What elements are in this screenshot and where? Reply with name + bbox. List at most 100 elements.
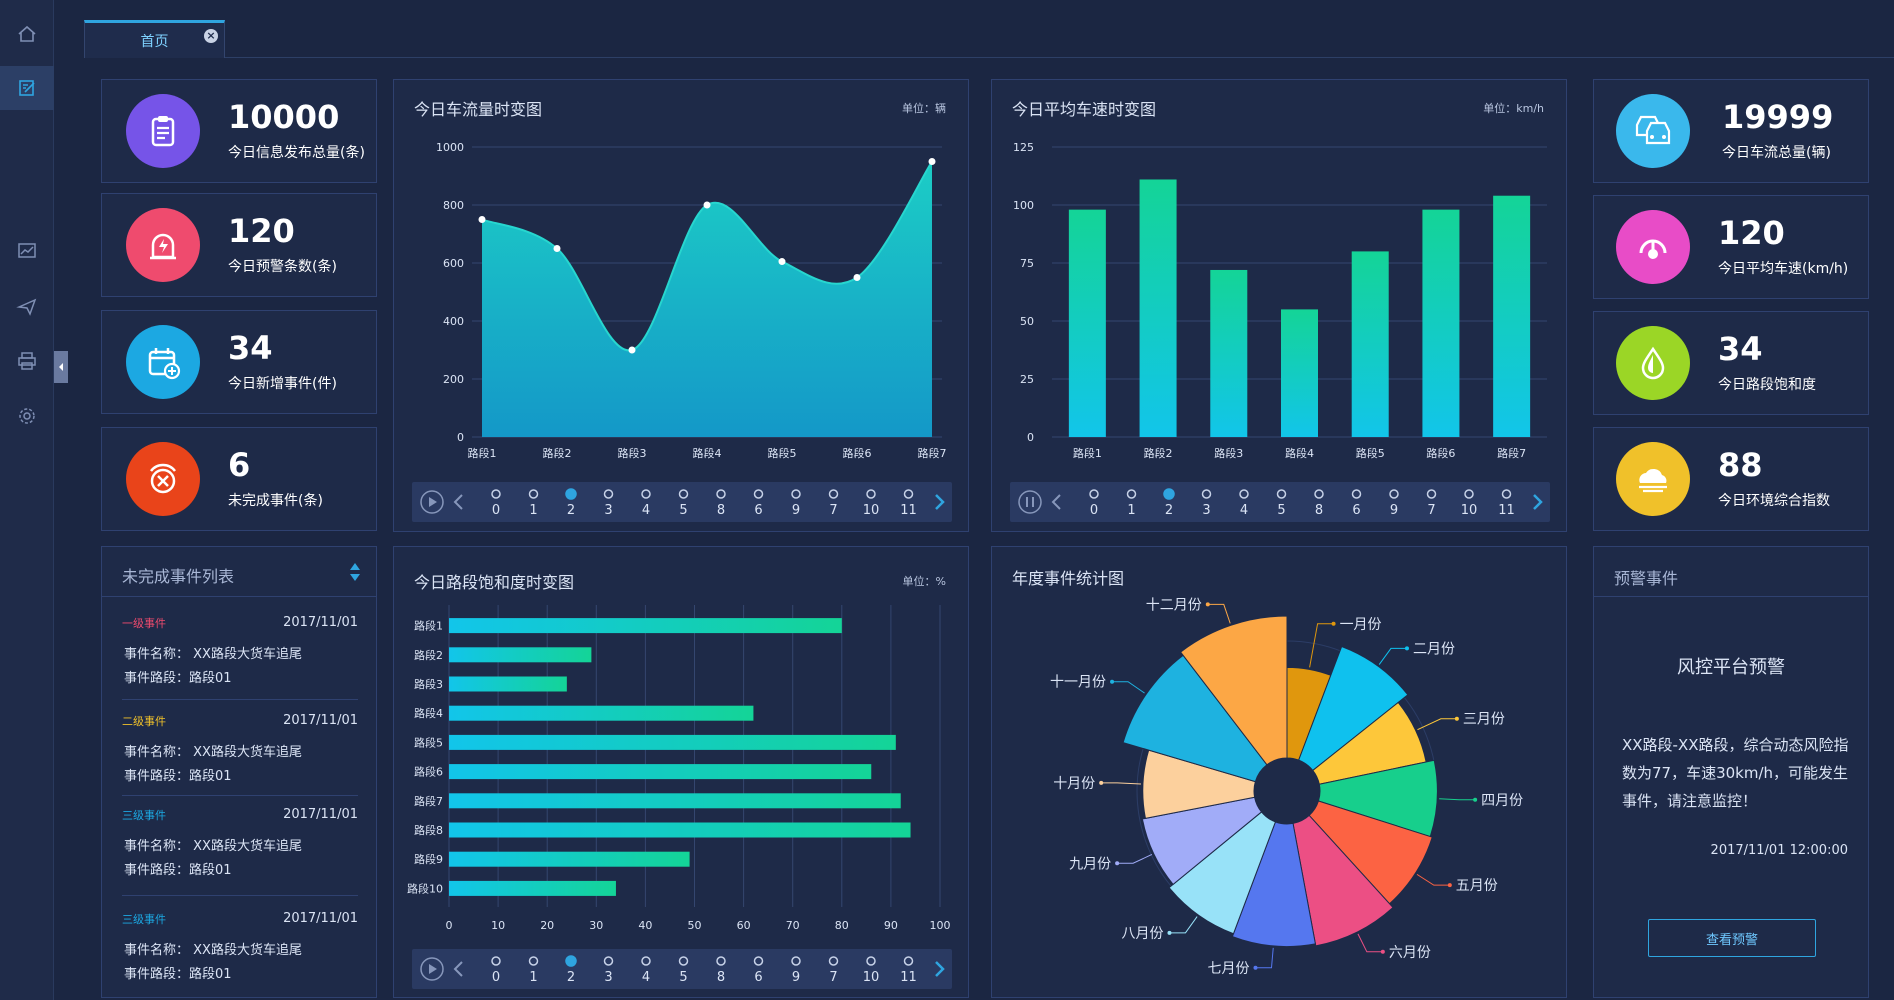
timeline-tick-label[interactable]: 7 [829, 503, 838, 518]
timeline-node [491, 956, 501, 966]
timeline-tick-label[interactable]: 9 [1389, 503, 1399, 518]
timeline-tick-label[interactable]: 9 [791, 970, 801, 985]
tab-home[interactable]: 首页 × [84, 20, 225, 58]
slice-label: 十月份 [1053, 776, 1095, 792]
timeline-node [1163, 488, 1175, 500]
timeline-node [791, 956, 801, 966]
timeline-tick-label[interactable]: 8 [1314, 503, 1324, 518]
event-name: 事件名称： XX路段大货车追尾 [124, 839, 302, 854]
timeline-tick-label[interactable]: 4 [641, 970, 651, 985]
divider [122, 699, 358, 700]
stat-value: 19999 [1722, 98, 1834, 136]
drop-icon [1641, 346, 1665, 380]
stat-card-traffic-total: 19999 今日车流总量(辆) [1593, 79, 1869, 183]
y-tick-label: 路段7 [414, 794, 443, 808]
timeline-node [1201, 489, 1212, 499]
timeline-tick-label[interactable]: 4 [641, 503, 651, 518]
bar [449, 705, 754, 721]
timeline-control-flow[interactable]: 0 1 2 3 4 5 8 6 9 7 10 11 [412, 482, 952, 522]
timeline-control-speed[interactable]: 0 1 2 3 4 5 8 6 9 7 10 11 [1010, 482, 1550, 522]
timeline-tick-label[interactable]: 7 [1427, 503, 1436, 518]
bar [1422, 209, 1460, 437]
x-tick-label: 80 [835, 919, 849, 932]
timeline-tick-label[interactable]: 10 [862, 503, 880, 518]
timeline-tick-label[interactable]: 1 [529, 970, 538, 985]
label-leader [1207, 603, 1231, 624]
timeline-tick-label[interactable]: 11 [900, 503, 917, 518]
timeline-tick-label[interactable]: 7 [829, 970, 838, 985]
calendar-add-icon [148, 348, 181, 380]
timeline-tick-label[interactable]: 0 [1089, 503, 1099, 518]
timeline-tick-label[interactable]: 1 [529, 503, 538, 518]
event-level: 一级事件 [122, 617, 166, 630]
timeline-tick-label[interactable]: 10 [1460, 503, 1478, 518]
timeline-tick-label[interactable]: 8 [716, 970, 726, 985]
timeline-tick-label[interactable]: 5 [679, 503, 688, 518]
x-tick-label: 20 [540, 919, 554, 932]
sidebar-item-print[interactable] [0, 339, 54, 383]
stat-circle [1616, 442, 1690, 516]
close-icon[interactable]: × [204, 29, 218, 43]
label-dot [1454, 716, 1459, 721]
timeline-node [866, 956, 876, 966]
sidebar-item-settings[interactable] [0, 394, 54, 438]
timeline-tick-label[interactable]: 5 [679, 970, 688, 985]
timeline-node [641, 956, 651, 966]
event-name: 事件名称： XX路段大货车追尾 [124, 745, 302, 760]
sidebar [0, 0, 54, 1000]
timeline-control-saturation[interactable]: 0 1 2 3 4 5 8 6 9 7 10 11 [412, 949, 952, 989]
y-tick-label: 600 [443, 257, 464, 270]
timeline-tick-label[interactable]: 0 [491, 970, 501, 985]
divider [122, 895, 358, 896]
center-hole [1254, 758, 1320, 824]
event-level: 二级事件 [122, 715, 166, 728]
sidebar-item-edit[interactable] [0, 66, 54, 110]
y-tick-label: 路段5 [414, 735, 443, 749]
timeline-tick-label[interactable]: 4 [1239, 503, 1249, 518]
timeline-tick-label[interactable]: 2 [566, 503, 576, 518]
sidebar-item-chart[interactable] [0, 229, 54, 273]
timeline-tick-label[interactable]: 11 [1498, 503, 1515, 518]
timeline-tick-label[interactable]: 0 [491, 503, 501, 518]
view-warning-button[interactable]: 查看预警 [1648, 919, 1816, 957]
sidebar-item-send[interactable] [0, 285, 54, 329]
bar [449, 764, 872, 780]
stat-value: 34 [228, 329, 273, 367]
timeline-tick-label[interactable]: 8 [716, 503, 726, 518]
timeline-tick-label[interactable]: 10 [862, 970, 880, 985]
timeline-tick-label[interactable]: 3 [604, 970, 613, 985]
timeline-tick-label[interactable]: 6 [754, 970, 763, 985]
event-level: 三级事件 [122, 809, 166, 822]
y-tick-label: 50 [1020, 315, 1034, 328]
timeline-tick-label[interactable]: 5 [1277, 503, 1286, 518]
x-tick-label: 路段5 [1356, 446, 1385, 460]
timeline-tick-label[interactable]: 6 [1352, 503, 1361, 518]
panel-unit: 单位：辆 [902, 102, 946, 115]
timeline-track [420, 955, 945, 981]
event-road: 事件路段：路段01 [124, 769, 232, 784]
sort-icon[interactable] [348, 561, 362, 583]
timeline-tick-label[interactable]: 2 [566, 970, 576, 985]
x-tick-label: 40 [638, 919, 652, 932]
sidebar-item-home[interactable] [0, 12, 54, 56]
sidebar-collapse-toggle[interactable] [54, 351, 68, 383]
bar [1139, 179, 1177, 437]
stat-label: 今日路段饱和度 [1718, 377, 1816, 393]
timeline-tick-label[interactable]: 11 [900, 970, 917, 985]
alarm-icon [150, 233, 176, 260]
timeline-tick-label[interactable]: 3 [604, 503, 613, 518]
timeline-tick-label[interactable]: 9 [791, 503, 801, 518]
timeline-tick-label[interactable]: 2 [1164, 503, 1174, 518]
timeline-node [678, 956, 689, 966]
timeline-node [565, 955, 577, 967]
timeline-tick-label[interactable]: 6 [754, 503, 763, 518]
y-tick-label: 路段6 [414, 765, 443, 779]
bar [449, 734, 896, 750]
timeline-node [603, 489, 614, 499]
timeline-tick-label[interactable]: 1 [1127, 503, 1136, 518]
timeline-node [791, 489, 801, 499]
rose-slice [1317, 759, 1438, 838]
timeline-node [528, 956, 539, 966]
stat-value: 120 [1718, 214, 1785, 252]
timeline-tick-label[interactable]: 3 [1202, 503, 1211, 518]
